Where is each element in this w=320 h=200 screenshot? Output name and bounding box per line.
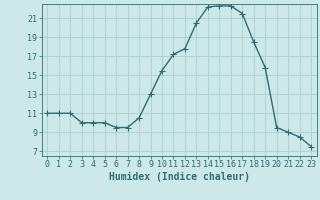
X-axis label: Humidex (Indice chaleur): Humidex (Indice chaleur) [109, 172, 250, 182]
